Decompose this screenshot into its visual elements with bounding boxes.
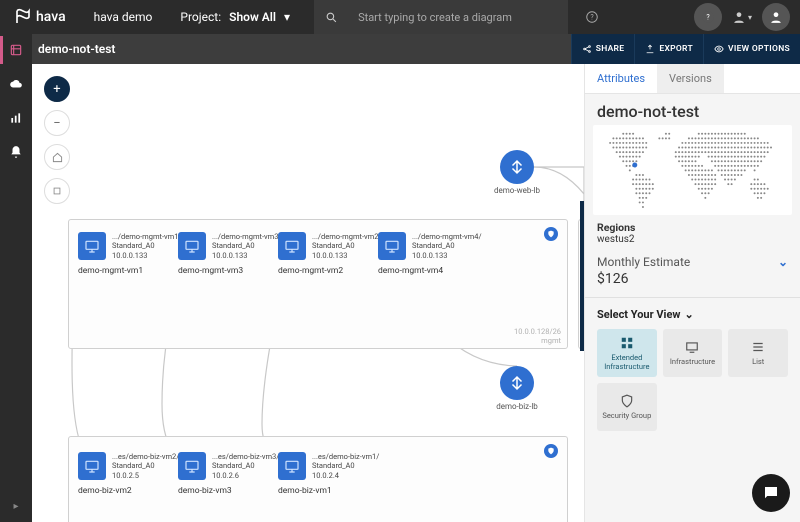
vm-icon [78,452,106,480]
vm-icon [378,232,406,260]
vm-node[interactable]: .../demo-mgmt-vm1/Standard_A010.0.0.133 … [78,232,182,260]
brand-logo[interactable]: hava [0,8,80,26]
zoom-out-button[interactable]: − [44,110,70,136]
account-icon[interactable] [762,3,790,31]
vm-node[interactable]: .../demo-mgmt-vm3/Standard_A010.0.0.133 … [178,232,282,260]
rail-alerts-icon[interactable] [6,142,26,162]
vm-node[interactable]: .../demo-mgmt-vm4/Standard_A010.0.0.133 … [378,232,482,260]
diagram-canvas[interactable]: + − demo-web-lb 10.0.0.128/26mgmt .../de… [32,64,584,522]
world-map[interactable] [593,125,792,215]
vm-node[interactable]: ...es/demo-biz-vm2/Standard_A010.0.2.5 d… [78,452,179,480]
rail-collapse-icon[interactable]: ▸ [13,501,18,512]
chevron-down-icon: ▾ [284,10,290,24]
vm-icon [178,452,206,480]
brand-text: hava [36,9,66,25]
rail-reports-icon[interactable] [6,108,26,128]
vm-icon [78,232,106,260]
select-view-label[interactable]: Select Your View ⌄ [597,308,788,321]
tab-attributes[interactable]: Attributes [585,64,657,93]
left-rail: ▸ [0,34,32,522]
panel-tabs: Attributes Versions [585,64,800,94]
vm-node[interactable]: ...es/demo-biz-vm1/Standard_A010.0.2.4 d… [278,452,379,480]
view-extended[interactable]: Extended Infrastructure [597,329,657,377]
shield-icon[interactable] [544,227,558,241]
rail-environments-icon[interactable] [6,40,26,60]
home-button[interactable] [44,144,70,170]
chevron-down-icon[interactable]: ⌄ [778,255,788,269]
regions-value: westus2 [597,234,635,245]
top-bar: hava hava demo Project: Show All ▾ Start… [0,0,800,34]
lb-label: demo-web-lb [487,186,547,195]
vm-icon [278,452,306,480]
project-selector[interactable]: Project: Show All ▾ [166,10,304,24]
user-menu[interactable]: ▾ [728,3,756,31]
search-placeholder: Start typing to create a diagram [358,11,512,24]
search-button[interactable] [314,0,348,34]
svg-text:?: ? [590,13,594,21]
view-security[interactable]: Security Group [597,383,657,431]
load-balancer-node[interactable] [500,366,534,400]
shield-icon[interactable] [544,444,558,458]
tab-versions[interactable]: Versions [657,64,724,93]
rail-cloud-icon[interactable] [6,74,26,94]
search-input[interactable]: Start typing to create a diagram [348,0,568,34]
view-list[interactable]: List [728,329,788,377]
side-panel: Attributes Versions demo-not-test Region… [584,64,800,522]
vm-node[interactable]: .../demo-mgmt-vm2/Standard_A010.0.0.133 … [278,232,382,260]
org-name[interactable]: hava demo [80,10,167,24]
regions-label: Regions [597,221,788,234]
fit-button[interactable] [44,178,70,204]
view-options-button[interactable]: VIEW OPTIONS [703,34,800,64]
environment-title: demo-not-test [38,42,115,56]
chat-fab[interactable] [752,474,790,512]
vm-icon [278,232,306,260]
chevron-down-icon: ⌄ [684,308,693,321]
load-balancer-node[interactable] [500,150,534,184]
add-button[interactable]: + [44,76,70,102]
view-infrastructure[interactable]: Infrastructure [663,329,723,377]
help-search-icon[interactable]: ? [578,3,606,31]
export-button[interactable]: EXPORT [634,34,703,64]
vm-icon [178,232,206,260]
panel-title: demo-not-test [597,102,788,121]
vm-node[interactable]: ...es/demo-biz-vm3/Standard_A010.0.2.6 d… [178,452,279,480]
estimate-label: Monthly Estimate [597,255,690,269]
lb-label: demo-biz-lb [487,402,547,411]
help-icon[interactable]: ? [694,3,722,31]
estimate-value: $126 [597,271,788,287]
sub-bar: demo-not-test SHARE EXPORT VIEW OPTIONS [0,34,800,64]
share-button[interactable]: SHARE [571,34,635,64]
